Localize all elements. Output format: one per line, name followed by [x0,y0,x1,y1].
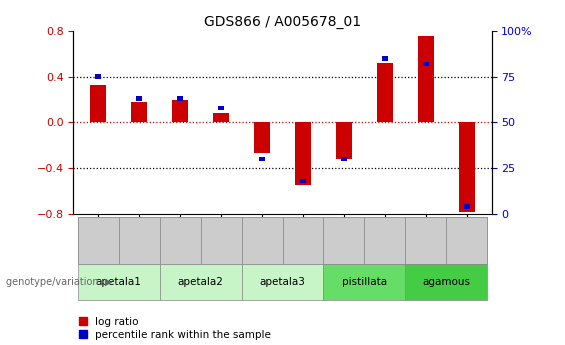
Bar [259,157,265,161]
Bar [213,113,229,122]
Bar [131,102,147,122]
Text: apetala1: apetala1 [95,277,141,287]
Title: GDS866 / A005678_01: GDS866 / A005678_01 [204,14,361,29]
Bar [172,100,188,122]
Text: apetala2: apetala2 [177,277,223,287]
Bar [418,36,434,122]
Bar [300,179,306,183]
Bar [377,63,393,122]
Bar [423,62,429,66]
Bar [95,75,101,79]
Bar [295,122,311,185]
Bar [90,85,106,122]
Text: agamous: agamous [423,277,471,287]
Bar [336,122,352,159]
Legend: log ratio, percentile rank within the sample: log ratio, percentile rank within the sa… [79,317,271,340]
Text: apetala3: apetala3 [259,277,306,287]
Text: genotype/variation  ▶: genotype/variation ▶ [6,277,112,287]
Bar [382,56,388,61]
Bar [341,157,347,161]
Text: pistillata: pistillata [342,277,387,287]
Bar [177,96,183,101]
Bar [464,204,470,209]
Bar [136,96,142,101]
Bar [254,122,270,153]
Bar [218,106,224,110]
Bar [459,122,475,211]
